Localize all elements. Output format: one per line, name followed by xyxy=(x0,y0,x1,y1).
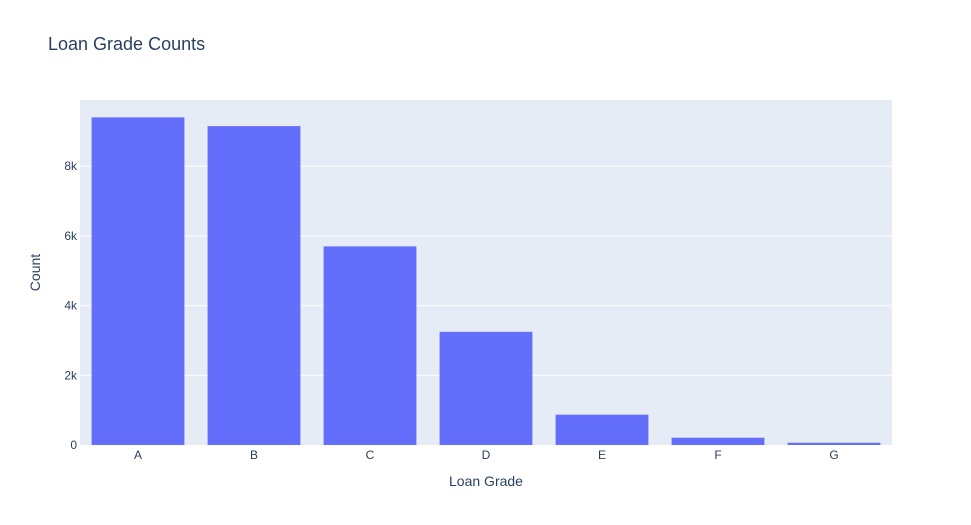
y-tick-label: 6k xyxy=(64,229,78,243)
x-tick-label: D xyxy=(482,448,491,462)
x-tick-label: F xyxy=(714,448,721,462)
y-tick-label: 0 xyxy=(70,438,77,452)
bar-b[interactable] xyxy=(207,126,301,446)
y-tick-label: 8k xyxy=(64,159,78,173)
y-axis-ticks: 0 2k 4k 6k 8k xyxy=(64,159,78,452)
y-axis-title: Count xyxy=(27,254,43,291)
x-tick-label: A xyxy=(134,448,142,462)
y-tick-label: 4k xyxy=(64,299,78,313)
bar-a[interactable] xyxy=(91,117,185,445)
bar-d[interactable] xyxy=(439,331,533,445)
x-tick-label: G xyxy=(829,448,838,462)
bar-f[interactable] xyxy=(671,437,765,445)
x-tick-label: B xyxy=(250,448,258,462)
y-tick-label: 2k xyxy=(64,368,78,382)
x-axis-ticks: A B C D E F G xyxy=(134,448,839,462)
bars xyxy=(91,117,881,446)
bar-c[interactable] xyxy=(323,246,417,445)
bar-g[interactable] xyxy=(787,442,881,445)
x-axis-title: Loan Grade xyxy=(449,473,523,489)
x-tick-label: E xyxy=(598,448,606,462)
x-tick-label: C xyxy=(366,448,375,462)
bar-e[interactable] xyxy=(555,414,649,445)
chart-title: Loan Grade Counts xyxy=(48,34,205,54)
